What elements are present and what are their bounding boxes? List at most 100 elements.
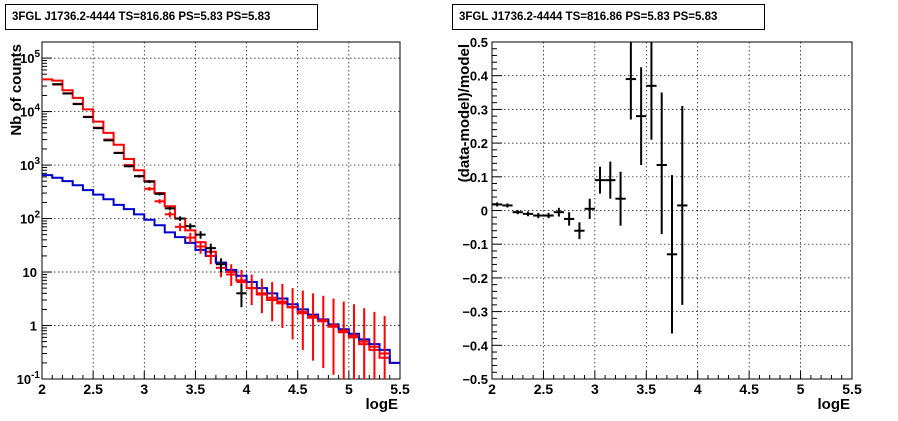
left-data-point [195,241,206,254]
right-data-point [615,171,626,226]
right-x-tick-label: 3 [591,381,599,397]
right-data-point [553,207,564,217]
right-data-point [543,212,554,219]
left-data-point [215,258,227,273]
left-data-point [307,293,319,361]
left-x-tick-label: 3 [140,381,148,397]
right-x-tick-label: 3.5 [637,381,657,397]
right-x-tick-label: 2.5 [534,381,554,397]
right-x-tick-label: 5 [797,381,805,397]
left-data-point [113,152,124,155]
right-y-tick-label: −0.4 [462,338,488,353]
left-data-point [62,92,73,95]
left-data-point [123,165,135,168]
left-data-point [72,103,83,106]
right-y-tick-label: 0.1 [470,170,488,185]
left-data-point [379,316,390,379]
left-y-tick-label: 10-1 [17,370,41,387]
left-chart-title: 3FGL J1736.2-4444 TS=816.86 PS=5.83 PS=5… [5,4,318,30]
left-y-tick-label: 1 [30,319,37,334]
right-x-axis-label: logE [818,396,851,413]
left-data-point [246,274,257,306]
left-data-point [328,298,339,375]
left-data-point [52,83,63,86]
left-data-point [174,223,186,232]
left-data-point [154,192,165,196]
left-data-point [256,278,268,314]
right-data-point [646,42,657,140]
left-x-tick-label: 5.5 [390,381,410,397]
right-data-point [584,198,595,219]
left-x-tick-label: 5 [345,381,353,397]
left-data-point [195,231,206,239]
right-y-tick-label: 0.5 [470,35,488,50]
left-data-point [144,180,155,184]
left-data-point [174,216,186,221]
right-data-point [594,166,606,194]
right-data-point [636,67,647,166]
right-y-tick-label: 0.4 [470,69,489,84]
counts-panel: 2 2.5 3 3.5 4 4.5 5 5.5logE10-1110102103104105N… [8,41,410,413]
left-x-tick-label: 2 [38,381,46,397]
right-x-tick-label: 2 [488,381,496,397]
right-data-point [564,212,575,226]
right-y-tick-label: −0.3 [462,305,488,320]
right-data-point [625,42,636,120]
left-y-tick-label: 103 [20,156,40,173]
right-data-point [656,92,667,235]
right-y-tick-label: −0.1 [462,237,488,252]
left-x-tick-label: 4.5 [288,381,308,397]
left-data-point [134,175,145,178]
left-y-tick-label: 102 [20,210,40,227]
right-x-tick-label: 4 [694,381,702,397]
left-data-point [226,264,237,286]
left-x-axis-label: logE [366,396,399,413]
left-data-point [164,211,175,218]
left-plot-frame [41,41,401,380]
left-data-point [93,127,104,130]
right-data-point [522,211,534,217]
left-x-tick-label: 2.5 [83,381,103,397]
right-y-tick-label: 0 [481,204,488,219]
right-data-point [574,222,585,240]
left-x-tick-label: 3.5 [186,381,206,397]
left-y-tick-label: 10 [23,265,37,280]
left-data-point [348,304,360,379]
left-data-point [297,290,308,350]
left-data-point [164,206,175,211]
left-data-point [154,199,165,204]
right-x-tick-label: 4.5 [739,381,759,397]
right-data-point [502,203,513,208]
left-data-point [369,311,380,379]
left-data-point [277,283,288,328]
right-x-tick-label: 5.5 [842,381,862,397]
right-data-point [492,202,503,207]
left-data-point [318,295,329,369]
right-data-point [677,106,688,305]
left-data-point [144,186,155,191]
left-data-point [359,308,370,379]
right-data-point [533,212,544,219]
left-data-point [185,232,196,243]
right-data-point [666,175,678,334]
left-data-point [236,283,247,308]
left-y-axis-label: Nb of counts [8,44,25,136]
right-y-tick-label: 0.2 [470,136,488,151]
right-data-point [512,210,523,215]
left-data-point [185,223,196,230]
right-y-tick-label: −0.5 [462,372,488,387]
left-data-point [205,243,216,254]
left-data-point [338,301,349,379]
right-data-point [605,161,616,199]
left-x-tick-label: 4 [243,381,251,397]
right-y-tick-label: −0.2 [462,271,488,286]
left-data-point [287,288,298,340]
left-data-point [82,116,94,119]
right-y-tick-label: 0.3 [470,102,488,117]
right-chart-title: 3FGL J1736.2-4444 TS=816.86 PS=5.83 PS=5… [452,4,765,30]
left-data-point [267,282,278,322]
right-y-axis-label: (data-model)/model [456,44,473,182]
left-data-point [103,139,114,142]
